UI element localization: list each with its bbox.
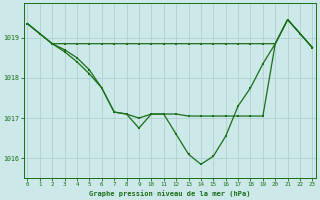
X-axis label: Graphe pression niveau de la mer (hPa): Graphe pression niveau de la mer (hPa) (89, 190, 251, 197)
